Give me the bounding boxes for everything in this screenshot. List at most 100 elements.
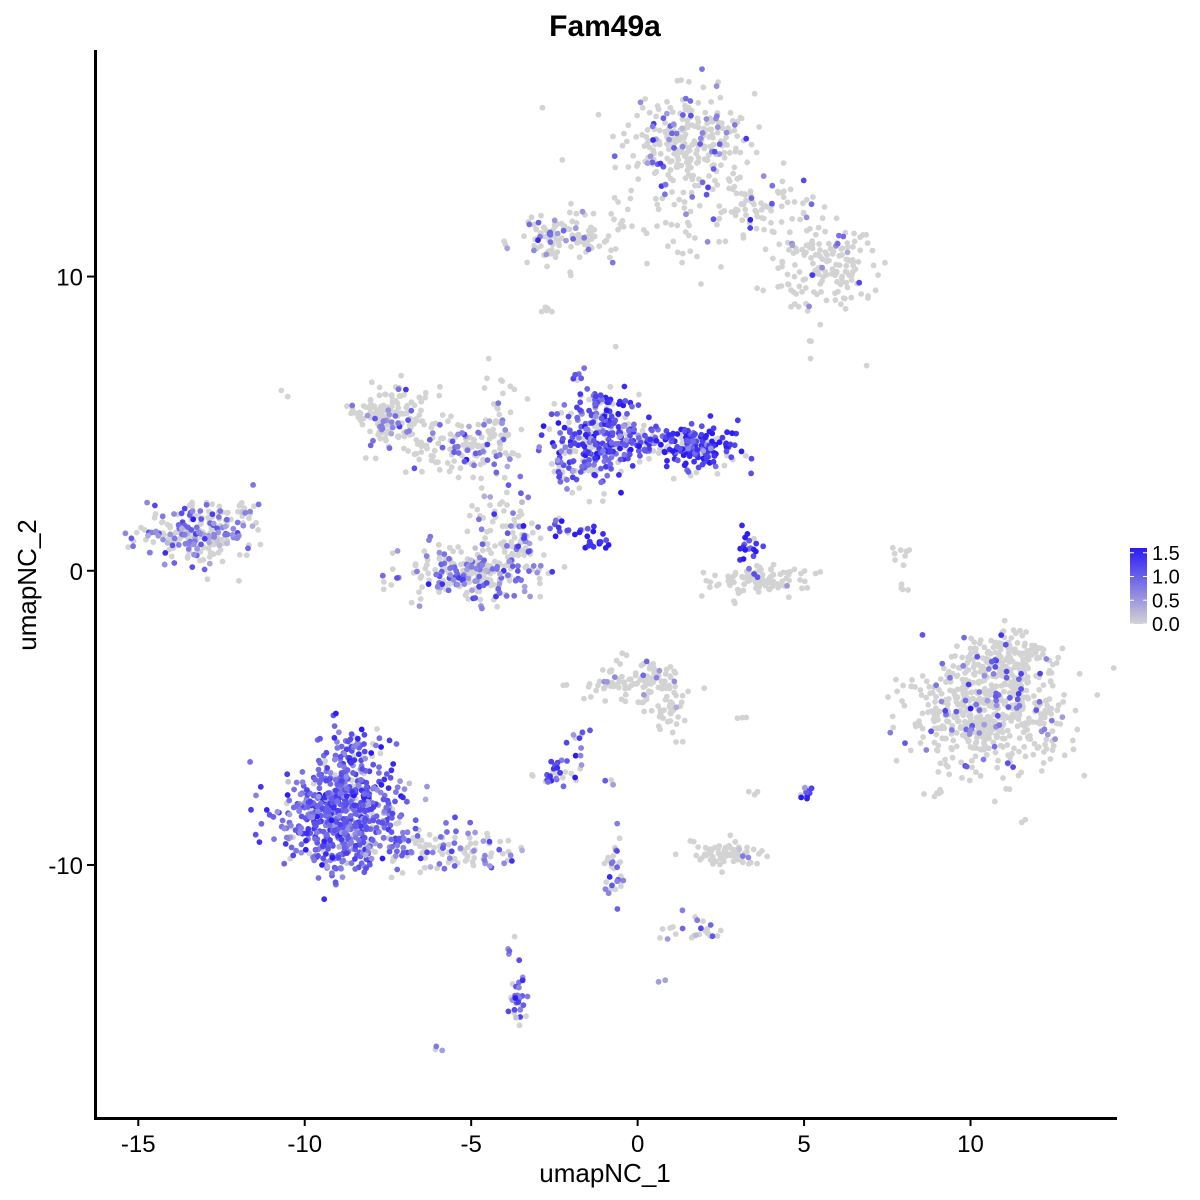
- scatter-point: [961, 680, 967, 686]
- scatter-point: [992, 649, 999, 656]
- scatter-point: [863, 362, 870, 369]
- scatter-point: [416, 456, 423, 463]
- scatter-point: [752, 548, 759, 555]
- scatter-point: [660, 115, 667, 122]
- scatter-point: [614, 864, 620, 871]
- scatter-point: [662, 977, 669, 984]
- scatter-point: [664, 457, 670, 464]
- scatter-point: [565, 413, 572, 420]
- scatter-point: [686, 78, 692, 85]
- scatter-point: [585, 684, 592, 690]
- scatter-point: [585, 246, 592, 253]
- scatter-point: [1022, 720, 1029, 726]
- scatter-point: [195, 529, 202, 536]
- scatter-point: [443, 581, 450, 588]
- scatter-point: [486, 418, 493, 424]
- scatter-point: [679, 259, 685, 266]
- scatter-point: [297, 791, 304, 798]
- scatter-point: [145, 532, 151, 539]
- scatter-point: [721, 462, 728, 469]
- scatter-point: [810, 260, 816, 267]
- scatter-point: [436, 553, 443, 560]
- scatter-point: [747, 225, 754, 231]
- scatter-point: [249, 523, 256, 529]
- scatter-point: [517, 508, 524, 515]
- scatter-point: [452, 814, 458, 821]
- scatter-point: [800, 177, 807, 184]
- scatter-point: [133, 529, 140, 536]
- scatter-point: [224, 540, 230, 547]
- scatter-point: [728, 454, 735, 461]
- scatter-point: [421, 864, 428, 871]
- scatter-point: [561, 402, 568, 408]
- scatter-point: [520, 523, 527, 529]
- scatter-point: [979, 655, 986, 661]
- scatter-point: [429, 849, 436, 856]
- scatter-point: [531, 247, 537, 254]
- scatter-point: [590, 543, 597, 550]
- scatter-point: [824, 252, 830, 258]
- scatter-point: [706, 428, 713, 435]
- scatter-point: [352, 810, 359, 817]
- scatter-point: [769, 200, 775, 207]
- scatter-point: [768, 566, 774, 572]
- scatter-point: [716, 141, 723, 148]
- scatter-point: [869, 247, 876, 254]
- scatter-point: [1025, 695, 1032, 702]
- scatter-point: [721, 154, 728, 161]
- scatter-point: [875, 272, 881, 278]
- scatter-point: [511, 386, 518, 393]
- scatter-point: [378, 781, 385, 788]
- scatter-point: [499, 420, 505, 427]
- scatter-point: [302, 846, 309, 853]
- scatter-point: [658, 441, 664, 448]
- scatter-point: [636, 458, 643, 465]
- scatter-point: [965, 658, 972, 664]
- scatter-point: [402, 469, 409, 475]
- scatter-point: [919, 710, 926, 717]
- scatter-point: [482, 535, 488, 541]
- scatter-point: [441, 865, 448, 872]
- scatter-point: [599, 498, 606, 504]
- scatter-point: [686, 453, 693, 459]
- scatter-point: [538, 212, 544, 219]
- scatter-point: [791, 566, 798, 573]
- scatter-point: [422, 855, 428, 861]
- scatter-point: [750, 553, 757, 560]
- scatter-point: [667, 104, 674, 111]
- scatter-point: [215, 529, 222, 536]
- scatter-point: [286, 797, 293, 804]
- scatter-point: [436, 466, 443, 473]
- scatter-point: [981, 644, 988, 651]
- scatter-point: [1094, 692, 1101, 698]
- scatter-point: [284, 771, 291, 778]
- scatter-point: [732, 838, 739, 845]
- scatter-point: [739, 853, 746, 859]
- scatter-point: [505, 837, 512, 844]
- scatter-point: [568, 243, 574, 250]
- scatter-point: [635, 402, 642, 408]
- scatter-point: [747, 859, 754, 866]
- scatter-point: [939, 660, 946, 667]
- scatter-point: [792, 262, 798, 268]
- scatter-point: [851, 230, 857, 237]
- scatter-point: [472, 595, 479, 601]
- scatter-point: [693, 932, 699, 939]
- scatter-point: [390, 761, 397, 767]
- scatter-point: [429, 421, 436, 428]
- scatter-point: [692, 182, 698, 189]
- scatter-point: [205, 545, 212, 552]
- scatter-point: [1050, 661, 1056, 668]
- scatter-point: [778, 283, 785, 289]
- scatter-point: [362, 404, 369, 410]
- scatter-point: [723, 129, 730, 136]
- scatter-point: [397, 813, 403, 820]
- scatter-point: [635, 435, 642, 441]
- scatter-point: [837, 281, 844, 288]
- scatter-point: [125, 544, 132, 550]
- scatter-point: [572, 752, 579, 759]
- scatter-point: [1005, 649, 1012, 656]
- scatter-point: [590, 528, 597, 535]
- scatter-point: [707, 922, 714, 928]
- scatter-point: [198, 541, 204, 548]
